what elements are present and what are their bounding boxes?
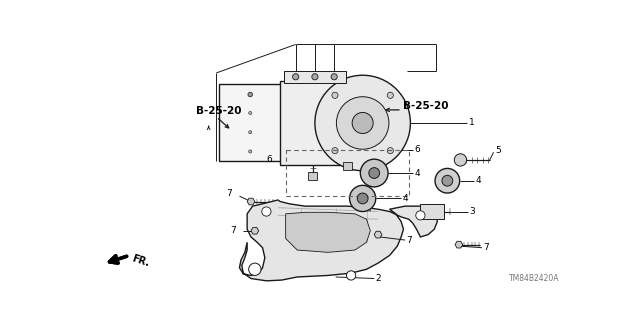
- Text: 6: 6: [414, 145, 420, 154]
- Text: TM84B2420A: TM84B2420A: [509, 274, 559, 283]
- Text: 7: 7: [226, 189, 232, 198]
- Text: FR.: FR.: [130, 253, 150, 268]
- Bar: [280, 81, 349, 165]
- Polygon shape: [251, 227, 259, 234]
- Text: B-25-20: B-25-20: [403, 101, 449, 111]
- Circle shape: [454, 154, 467, 166]
- Circle shape: [435, 168, 460, 193]
- Circle shape: [262, 207, 271, 216]
- Text: 7: 7: [484, 243, 490, 252]
- Bar: [219, 85, 282, 161]
- Text: 7: 7: [230, 226, 236, 235]
- Text: 4: 4: [414, 168, 420, 178]
- Circle shape: [416, 211, 425, 220]
- Circle shape: [387, 148, 394, 154]
- Circle shape: [312, 74, 318, 80]
- Polygon shape: [455, 241, 463, 248]
- Circle shape: [332, 92, 338, 98]
- Text: 6: 6: [267, 155, 273, 164]
- Circle shape: [360, 159, 388, 187]
- Bar: [308, 172, 317, 180]
- Circle shape: [331, 74, 337, 80]
- Circle shape: [357, 193, 368, 204]
- Bar: [284, 71, 346, 83]
- Circle shape: [369, 168, 380, 178]
- Polygon shape: [374, 231, 382, 238]
- Circle shape: [346, 271, 356, 280]
- Bar: [285, 150, 409, 196]
- Text: 4: 4: [403, 194, 408, 203]
- Circle shape: [249, 150, 252, 153]
- Circle shape: [349, 185, 376, 211]
- Circle shape: [249, 131, 252, 134]
- Circle shape: [292, 74, 299, 80]
- Circle shape: [332, 148, 338, 154]
- Polygon shape: [285, 212, 371, 252]
- Text: 5: 5: [495, 146, 501, 155]
- Text: 2: 2: [376, 274, 381, 283]
- Polygon shape: [247, 198, 255, 205]
- Circle shape: [352, 113, 373, 133]
- Text: 1: 1: [469, 118, 475, 128]
- Circle shape: [248, 92, 253, 97]
- Text: 4: 4: [476, 176, 481, 185]
- Text: 7: 7: [406, 235, 412, 245]
- Circle shape: [315, 75, 410, 171]
- Bar: [342, 162, 352, 170]
- Circle shape: [249, 263, 261, 275]
- Text: 3: 3: [470, 207, 476, 216]
- Circle shape: [337, 97, 389, 149]
- Circle shape: [249, 111, 252, 115]
- Circle shape: [442, 175, 452, 186]
- Circle shape: [387, 92, 394, 98]
- Bar: [420, 204, 444, 219]
- Text: B-25-20: B-25-20: [196, 107, 241, 116]
- Polygon shape: [239, 200, 437, 281]
- Bar: [349, 81, 357, 165]
